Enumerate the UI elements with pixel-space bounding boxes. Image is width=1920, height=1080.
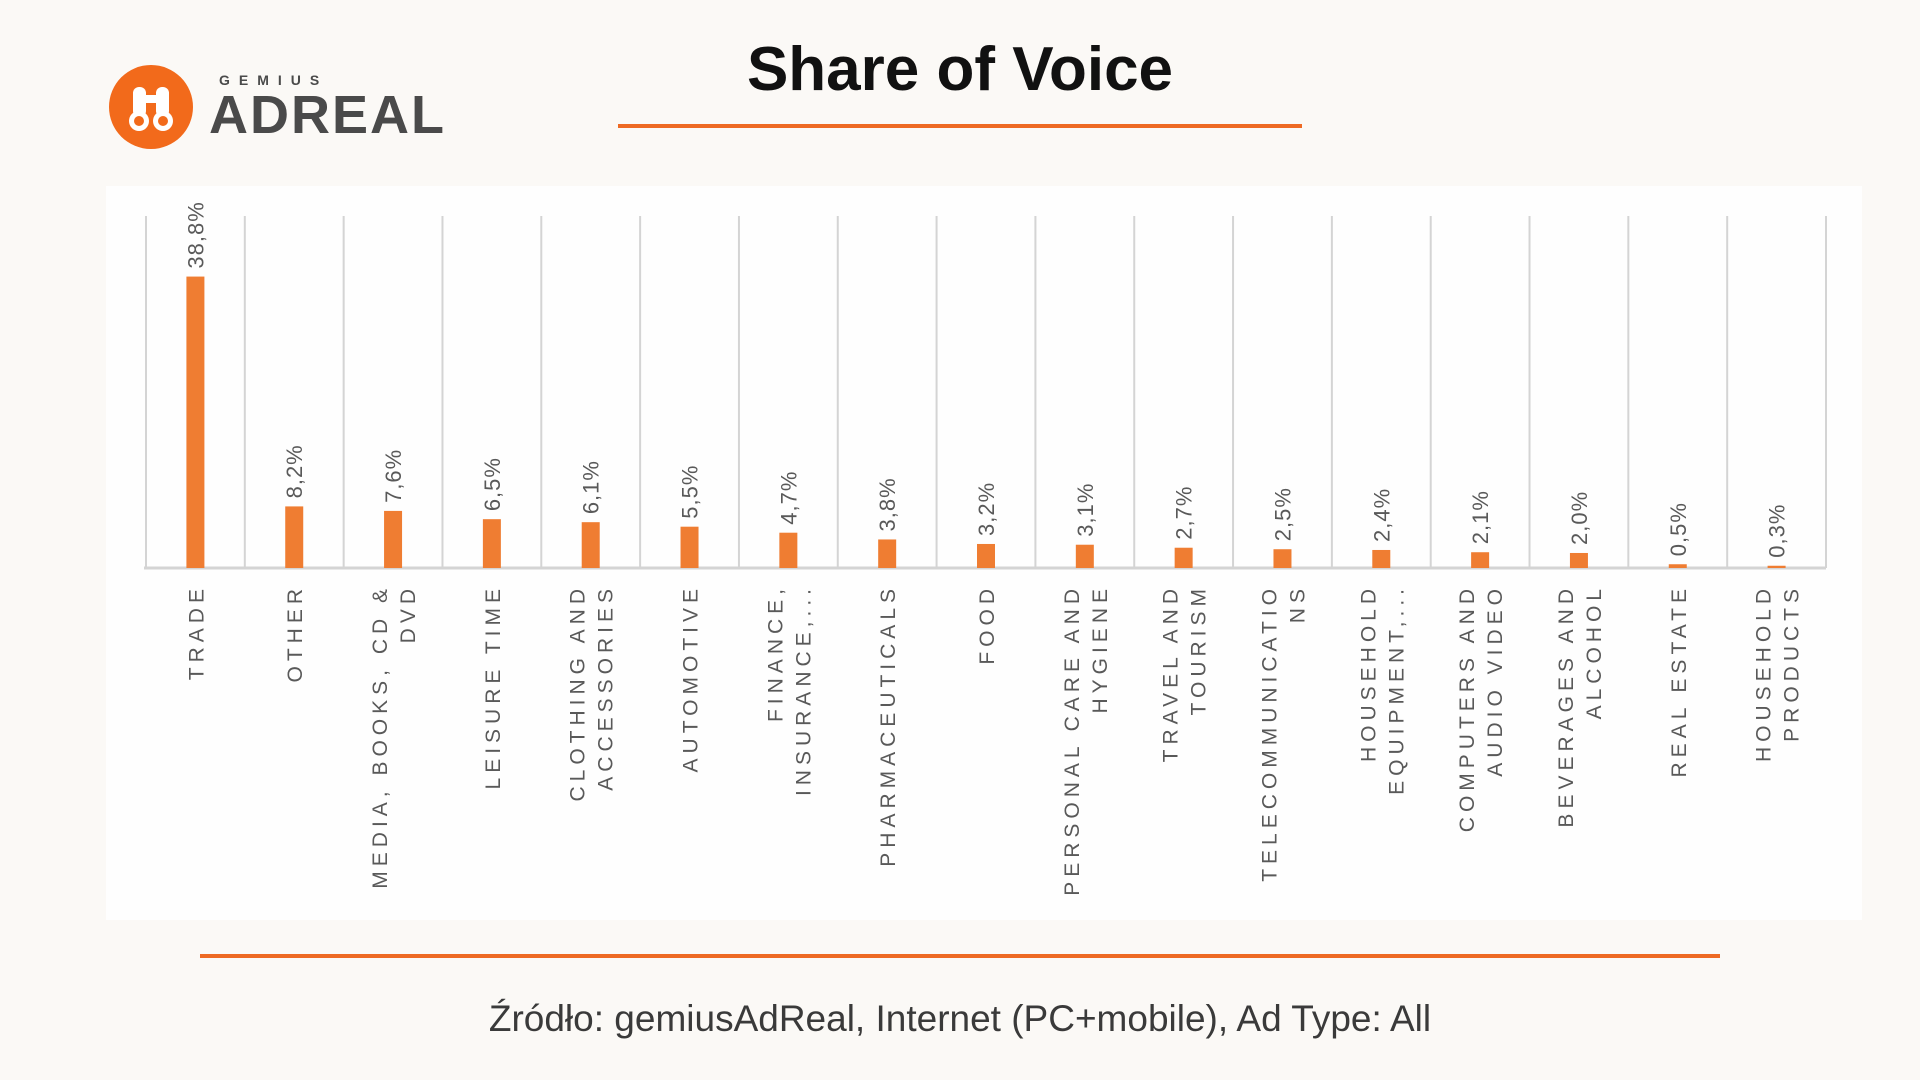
category-label: REAL ESTATE	[1668, 584, 1691, 777]
category-label: INSURANCE,...	[792, 584, 815, 796]
bar	[1075, 544, 1094, 568]
bar	[285, 506, 304, 568]
category-label: EQUIPMENT,...	[1385, 584, 1408, 795]
category-label: FINANCE,	[764, 584, 787, 722]
data-label: 38,8%	[183, 201, 208, 268]
data-label: 4,7%	[776, 471, 801, 525]
logo-big-text: ADREAL	[209, 85, 446, 145]
data-label: 2,7%	[1172, 486, 1197, 540]
bar	[1273, 549, 1292, 568]
category-label: PRODUCTS	[1781, 584, 1804, 742]
bar	[1569, 552, 1588, 568]
category-label: PERSONAL CARE AND	[1061, 584, 1084, 896]
bar	[680, 526, 699, 568]
category-label: COMPUTERS AND	[1456, 584, 1479, 832]
data-label: 5,5%	[678, 465, 703, 519]
data-label: 2,0%	[1567, 491, 1592, 545]
bar	[482, 519, 501, 568]
category-label: TOURISM	[1188, 584, 1211, 715]
bar	[581, 522, 600, 568]
bar	[878, 539, 897, 568]
bar	[1174, 547, 1193, 568]
data-label: 2,1%	[1468, 490, 1493, 544]
logo: GEMIUS ADREAL	[109, 64, 444, 154]
category-label: CLOTHING AND	[567, 584, 590, 802]
data-label: 6,1%	[579, 460, 604, 514]
bar	[186, 276, 205, 568]
category-label: ACCESSORIES	[595, 584, 618, 791]
source-note: Źródło: gemiusAdReal, Internet (PC+mobil…	[488, 998, 1432, 1039]
data-label: 6,5%	[480, 457, 505, 511]
category-label: TRAVEL AND	[1160, 584, 1183, 762]
data-label: 7,6%	[381, 449, 406, 503]
title-underline	[618, 124, 1302, 128]
footer-divider	[200, 954, 1720, 958]
category-label: NS	[1286, 584, 1309, 623]
data-label: 0,5%	[1666, 502, 1691, 556]
data-label: 0,3%	[1765, 504, 1790, 558]
category-label: HOUSEHOLD	[1357, 584, 1380, 762]
data-label: 2,5%	[1270, 487, 1295, 541]
bar	[779, 532, 798, 568]
category-label: PHARMACEUTICALS	[877, 584, 900, 867]
bar-chart: 38,8% TRADE 8,2% OTHER 7,6% MEDIA, BOOKS, CD …	[144, 201, 1827, 896]
bar	[1767, 565, 1786, 568]
chart-panel: 38,8% TRADE 8,2% OTHER 7,6% MEDIA, BOOKS, CD …	[106, 186, 1862, 920]
data-label: 3,2%	[974, 482, 999, 536]
logo-small-text: GEMIUS	[219, 72, 329, 88]
category-label: OTHER	[284, 584, 307, 683]
category-label: BEVERAGES AND	[1555, 584, 1578, 828]
category-label: LEISURE TIME	[482, 584, 505, 789]
data-label: 8,2%	[282, 444, 307, 498]
data-label: 2,4%	[1369, 488, 1394, 542]
category-label: TRADE	[185, 584, 208, 680]
category-label: AUDIO VIDEO	[1484, 584, 1507, 777]
data-label: 3,1%	[1073, 483, 1098, 537]
bar	[1471, 552, 1490, 568]
bar	[977, 543, 995, 568]
category-label: ALCOHOL	[1583, 584, 1606, 719]
bar	[384, 510, 403, 568]
category-label: AUTOMOTIVE	[680, 584, 703, 772]
category-label: TELECOMMUNICATIO	[1258, 584, 1281, 882]
category-label: MEDIA, BOOKS, CD &	[369, 584, 392, 889]
binoculars-icon	[109, 65, 193, 149]
data-label: 3,8%	[875, 477, 900, 531]
category-label: HYGIENE	[1089, 584, 1112, 714]
category-label: HOUSEHOLD	[1753, 584, 1776, 762]
bar	[1668, 564, 1687, 568]
category-label: DVD	[397, 584, 420, 643]
page-title: Share of Voice	[746, 35, 1174, 104]
bar	[1372, 549, 1391, 568]
category-label: FOOD	[976, 584, 999, 665]
